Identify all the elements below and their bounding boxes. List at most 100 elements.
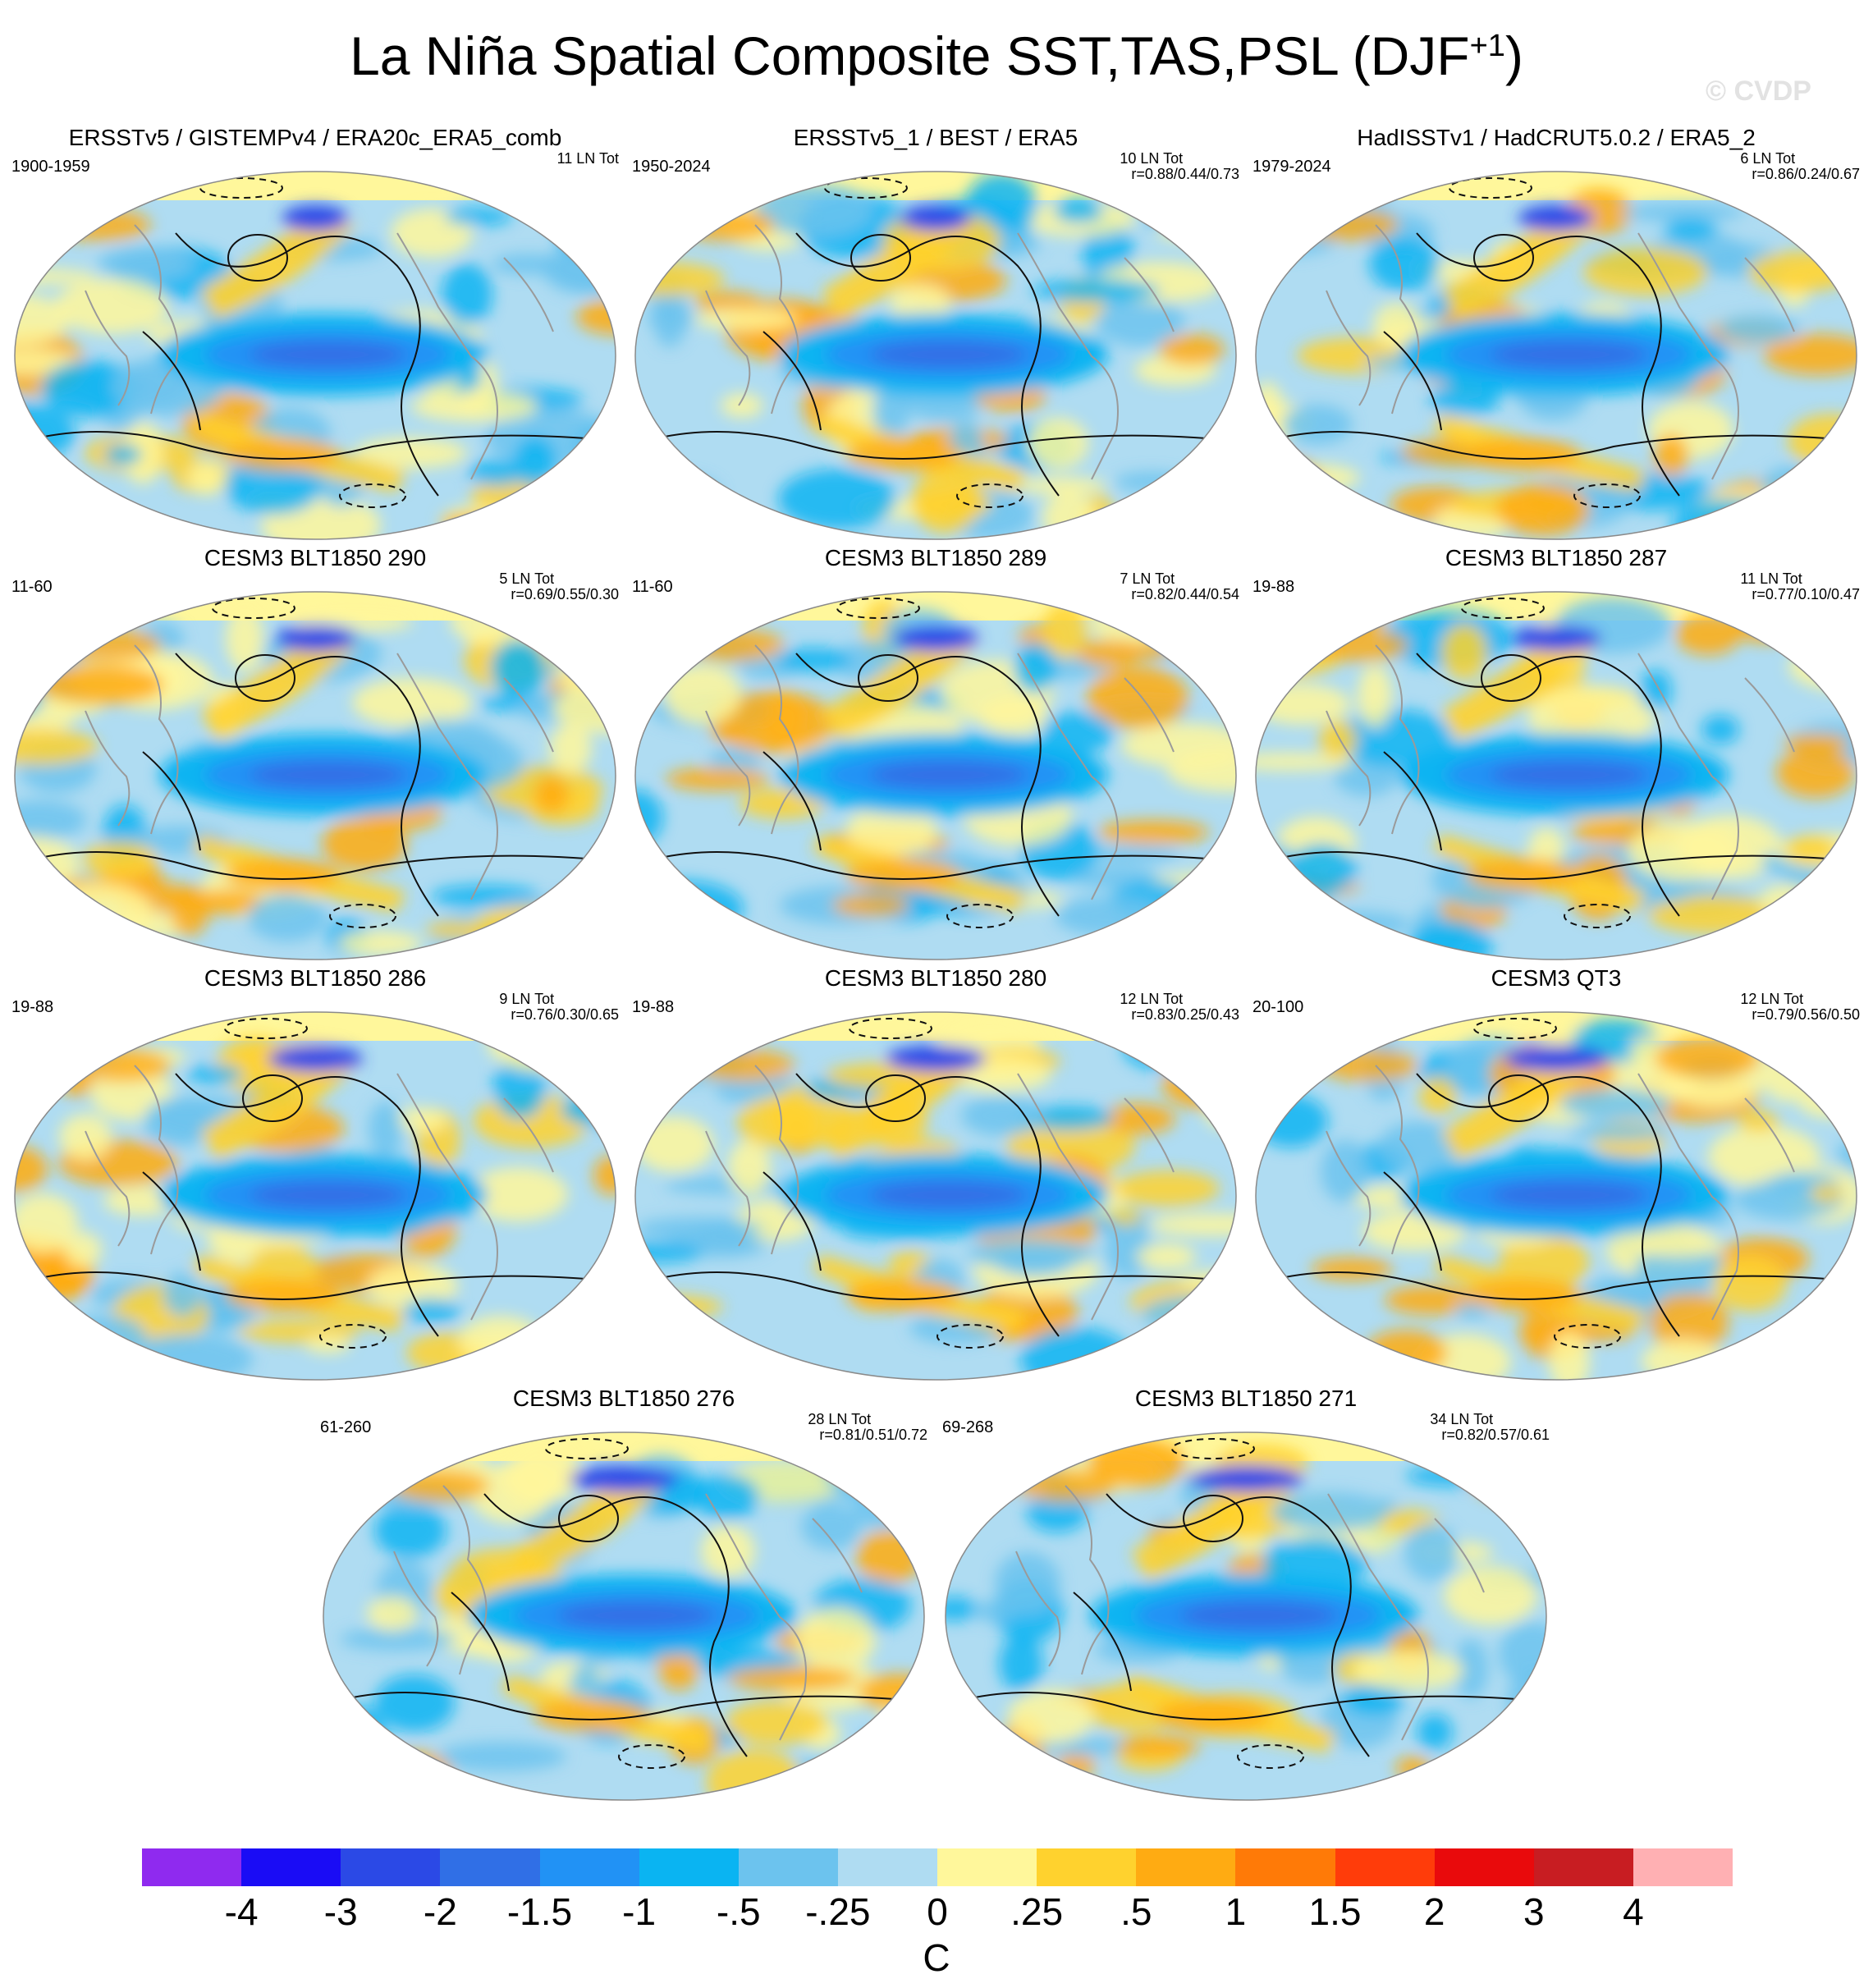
panel-count: 12 LN Tot — [1120, 991, 1184, 1007]
panel-period: 20-100 — [1252, 998, 1304, 1016]
colorbar-label: -3 — [323, 1890, 358, 1933]
map-panel: CESM3 BLT1850 276 61-260 28 LN Tot r=0.8… — [320, 1386, 927, 1804]
colorbar-label: 2 — [1423, 1890, 1445, 1933]
panel-title: CESM3 BLT1850 289 — [824, 545, 1047, 570]
panel-correlation: r=0.76/0.30/0.65 — [511, 1006, 619, 1023]
panel-correlation: r=0.86/0.24/0.67 — [1752, 166, 1860, 182]
panel-stats: 11 LN Tot r=0.77/0.10/0.47 — [1740, 571, 1860, 602]
composite-map — [320, 1428, 927, 1804]
composite-map — [632, 588, 1239, 964]
panel-stats: 10 LN Tot r=0.88/0.44/0.73 — [1120, 151, 1239, 182]
map-panel: CESM3 BLT1850 271 69-268 34 LN Tot r=0.8… — [942, 1386, 1550, 1804]
panel-title: CESM3 BLT1850 280 — [824, 965, 1047, 991]
panel-correlation: r=0.77/0.10/0.47 — [1752, 586, 1860, 602]
map-panel: CESM3 BLT1850 280 19-88 12 LN Tot r=0.83… — [632, 965, 1239, 1384]
colorbar-swatch — [1037, 1848, 1137, 1886]
colorbar-swatch — [937, 1848, 1037, 1886]
colorbar-unit: C — [923, 1936, 950, 1979]
composite-map — [632, 167, 1239, 543]
map-panel: CESM3 BLT1850 289 11-60 7 LN Tot r=0.82/… — [632, 545, 1239, 964]
colorbar-label: -1.5 — [506, 1890, 573, 1933]
panel-stats: 11 LN Tot — [557, 151, 619, 167]
map-panel: CESM3 BLT1850 290 11-60 5 LN Tot r=0.69/… — [11, 545, 619, 964]
panel-count: 7 LN Tot — [1120, 570, 1175, 587]
colorbar-swatch — [539, 1848, 639, 1886]
colorbar-swatch — [1335, 1848, 1435, 1886]
colorbar-label: 4 — [1623, 1890, 1644, 1933]
panel-period: 19-88 — [632, 998, 675, 1016]
panel-title: CESM3 BLT1850 276 — [512, 1386, 735, 1411]
composite-map — [11, 167, 619, 543]
panel-title: ERSSTv5 / GISTEMPv4 / ERA20c_ERA5_comb — [68, 125, 562, 150]
panel-count: 11 LN Tot — [556, 150, 619, 167]
panel-count: 9 LN Tot — [499, 991, 555, 1007]
panel-correlation: r=0.83/0.25/0.43 — [1131, 1006, 1239, 1023]
composite-map — [11, 1008, 619, 1384]
map-panel: HadISSTv1 / HadCRUT5.0.2 / ERA5_2 1979-2… — [1252, 125, 1860, 543]
panel-period: 61-260 — [320, 1418, 372, 1436]
map-panel: CESM3 QT3 20-100 12 LN Tot r=0.79/0.56/0… — [1252, 965, 1860, 1384]
panel-correlation: r=0.79/0.56/0.50 — [1752, 1006, 1860, 1023]
colorbar-label: -2 — [423, 1890, 457, 1933]
panel-stats: 28 LN Tot r=0.81/0.51/0.72 — [808, 1412, 927, 1443]
composite-map — [1252, 588, 1860, 964]
panel-count: 28 LN Tot — [808, 1411, 872, 1427]
colorbar-label: 1 — [1225, 1890, 1247, 1933]
composite-map — [632, 1008, 1239, 1384]
colorbar-label: -.25 — [805, 1890, 871, 1933]
panel-title: CESM3 QT3 — [1491, 965, 1622, 991]
panel-correlation: r=0.69/0.55/0.30 — [511, 586, 619, 602]
panel-correlation: r=0.82/0.57/0.61 — [1441, 1427, 1550, 1443]
map-panel: CESM3 BLT1850 287 19-88 11 LN Tot r=0.77… — [1252, 545, 1860, 964]
panel-count: 6 LN Tot — [1740, 150, 1796, 167]
colorbar-swatch — [440, 1848, 540, 1886]
colorbar-swatch — [1633, 1848, 1733, 1886]
colorbar-swatch — [142, 1848, 242, 1886]
panel-period: 69-268 — [942, 1418, 994, 1436]
panel-correlation: r=0.82/0.44/0.54 — [1131, 586, 1239, 602]
colorbar-label: -.5 — [716, 1890, 761, 1933]
panel-count: 10 LN Tot — [1120, 150, 1184, 167]
panel-stats: 5 LN Tot r=0.69/0.55/0.30 — [499, 571, 619, 602]
colorbar-swatch — [1434, 1848, 1534, 1886]
panel-title: CESM3 BLT1850 271 — [1134, 1386, 1358, 1411]
map-panel: ERSSTv5 / GISTEMPv4 / ERA20c_ERA5_comb 1… — [11, 125, 619, 543]
colorbar-label: 3 — [1523, 1890, 1545, 1933]
colorbar-labels: -4 -3 -2 -1.5 -1 -.5 -.25 0 .25 .5 1 1.5 2 3 4 — [0, 1890, 1873, 1939]
composite-map — [1252, 167, 1860, 543]
composite-map — [942, 1428, 1550, 1804]
panel-title: ERSSTv5_1 / BEST / ERA5 — [793, 125, 1078, 150]
panel-stats: 34 LN Tot r=0.82/0.57/0.61 — [1430, 1412, 1550, 1443]
panel-period: 1950-2024 — [632, 158, 711, 176]
colorbar-swatch — [1533, 1848, 1633, 1886]
panel-title: CESM3 BLT1850 287 — [1445, 545, 1668, 570]
map-panel: ERSSTv5_1 / BEST / ERA5 1950-2024 10 LN … — [632, 125, 1239, 543]
colorbar-swatch — [639, 1848, 739, 1886]
colorbar-label: -4 — [224, 1890, 259, 1933]
colorbar-label: .25 — [1010, 1890, 1064, 1933]
colorbar-swatch — [341, 1848, 441, 1886]
panel-title: HadISSTv1 / HadCRUT5.0.2 / ERA5_2 — [1357, 125, 1756, 150]
panel-title: CESM3 BLT1850 286 — [204, 965, 427, 991]
panel-correlation: r=0.88/0.44/0.73 — [1131, 166, 1239, 182]
figure-title: La Niña Spatial Composite SST,TAS,PSL (D… — [350, 25, 1523, 86]
panel-stats: 9 LN Tot r=0.76/0.30/0.65 — [499, 992, 619, 1023]
panel-period: 11-60 — [632, 578, 673, 596]
panel-period: 1900-1959 — [11, 158, 90, 176]
watermark: © CVDP — [1706, 76, 1811, 107]
panel-count: 5 LN Tot — [499, 570, 555, 587]
panel-count: 11 LN Tot — [1740, 570, 1802, 587]
panel-title: CESM3 BLT1850 290 — [204, 545, 427, 570]
panel-stats: 12 LN Tot r=0.83/0.25/0.43 — [1120, 992, 1239, 1023]
colorbar-swatch — [837, 1848, 937, 1886]
panel-correlation: r=0.81/0.51/0.72 — [819, 1427, 927, 1443]
colorbar-label: -1 — [622, 1890, 657, 1933]
composite-map — [1252, 1008, 1860, 1384]
panel-stats: 7 LN Tot r=0.82/0.44/0.54 — [1120, 571, 1239, 602]
panel-count: 12 LN Tot — [1740, 991, 1804, 1007]
colorbar-label: 0 — [927, 1890, 948, 1933]
panel-period: 19-88 — [11, 998, 54, 1016]
colorbar-label: .5 — [1120, 1890, 1152, 1933]
colorbar — [142, 1848, 1733, 1886]
panel-period: 1979-2024 — [1252, 158, 1331, 176]
